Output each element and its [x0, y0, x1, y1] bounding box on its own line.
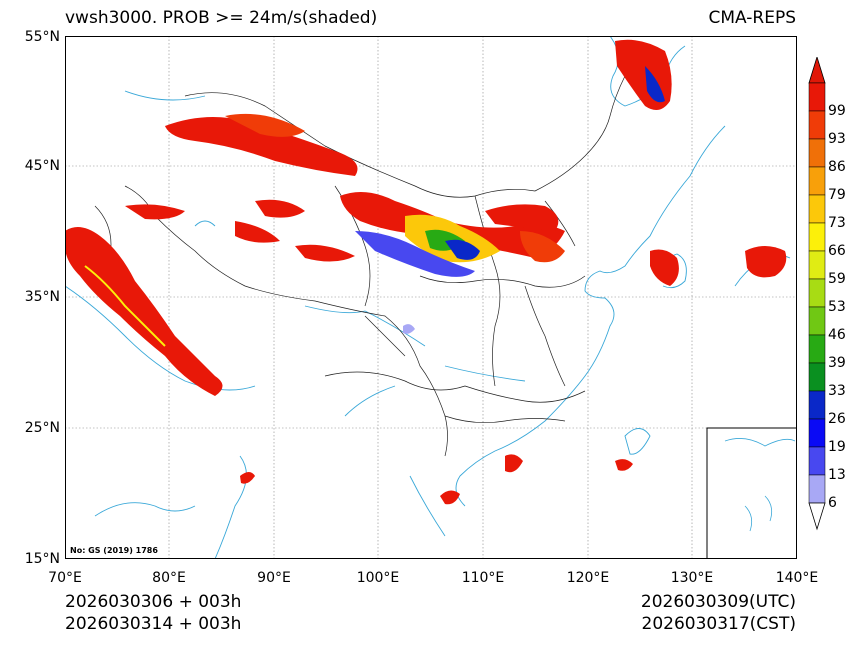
lon-tick-label: 140°E [775, 570, 819, 586]
map-panel: No: GS (2019) 1786 [65, 36, 797, 559]
map-title: vwsh3000. PROB >= 24m/s(shaded) [65, 8, 378, 28]
colorbar-box [808, 418, 826, 448]
colorbar-tick-label: 93 [828, 131, 846, 147]
colorbar-tick-label: 46 [828, 327, 846, 343]
colorbar [808, 57, 826, 531]
colorbar-box [808, 222, 826, 252]
lat-tick-label: 25°N [24, 420, 60, 436]
colorbar-extend-over [808, 57, 826, 84]
colorbar-tick-label: 26 [828, 411, 846, 427]
colorbar-tick-label: 86 [828, 159, 846, 175]
colorbar-tick-label: 53 [828, 299, 846, 315]
colorbar-box [808, 250, 826, 280]
colorbar-extend-under [808, 502, 826, 531]
colorbar-tick-label: 19 [828, 439, 846, 455]
colorbar-tick-label: 33 [828, 383, 846, 399]
colorbar-tick-label: 59 [828, 271, 846, 287]
colorbar-box [808, 138, 826, 168]
colorbar-tick-label: 39 [828, 355, 846, 371]
valid-time-cst: 2026030317(CST) [641, 614, 796, 634]
lon-tick-label: 90°E [257, 570, 291, 586]
colorbar-box [808, 446, 826, 476]
country-borders [94, 55, 656, 457]
colorbar-box [808, 82, 826, 112]
colorbar-box [808, 362, 826, 392]
colorbar-tick-label: 73 [828, 215, 846, 231]
colorbar-box [808, 474, 826, 504]
map-canvas [66, 37, 796, 558]
colorbar-tick-label: 79 [828, 187, 846, 203]
coastline [66, 37, 791, 558]
model-name: CMA-REPS [708, 8, 796, 28]
init-time-utc: 2026030306 + 003h [65, 592, 242, 612]
colorbar-box [808, 110, 826, 140]
lon-tick-label: 120°E [566, 570, 610, 586]
graticule [66, 37, 796, 558]
map-approval-number: No: GS (2019) 1786 [70, 546, 158, 555]
lon-tick-label: 110°E [461, 570, 505, 586]
south-china-sea-inset [706, 427, 796, 558]
colorbar-box [808, 306, 826, 336]
lat-tick-label: 45°N [24, 158, 60, 174]
lon-tick-label: 70°E [48, 570, 82, 586]
colorbar-box [808, 334, 826, 364]
colorbar-box [808, 278, 826, 308]
colorbar-boxes [808, 57, 826, 531]
colorbar-box [808, 166, 826, 196]
valid-time-utc: 2026030309(UTC) [640, 592, 796, 612]
lat-tick-label: 15°N [24, 551, 60, 567]
lon-tick-label: 100°E [356, 570, 400, 586]
lon-tick-label: 130°E [670, 570, 714, 586]
lat-tick-label: 35°N [24, 289, 60, 305]
colorbar-tick-label: 66 [828, 243, 846, 259]
colorbar-box [808, 390, 826, 420]
colorbar-tick-label: 13 [828, 467, 846, 483]
probability-shading [66, 39, 787, 505]
lon-tick-label: 80°E [152, 570, 186, 586]
colorbar-tick-label: 99 [828, 103, 846, 119]
colorbar-tick-label: 6 [828, 495, 837, 511]
lat-tick-label: 55°N [24, 29, 60, 45]
colorbar-box [808, 194, 826, 224]
init-time-cst: 2026030314 + 003h [65, 614, 242, 634]
